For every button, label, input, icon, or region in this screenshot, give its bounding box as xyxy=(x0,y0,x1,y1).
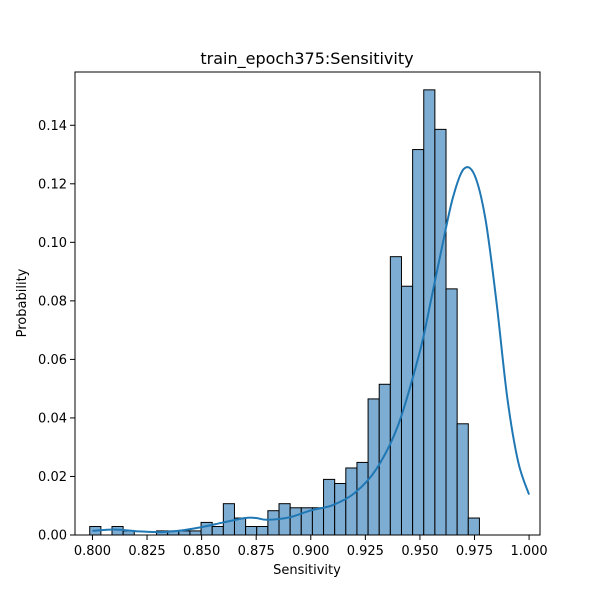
x-tick-label: 0.950 xyxy=(401,544,438,559)
histogram-bar xyxy=(256,526,269,536)
histogram-bar xyxy=(345,467,358,536)
y-tick-label: 0.10 xyxy=(38,236,67,251)
histogram-bar xyxy=(389,256,402,536)
y-axis-label: Probability xyxy=(15,268,30,337)
kde-line xyxy=(92,166,531,534)
x-tick-label: 0.850 xyxy=(183,544,220,559)
histogram-bar xyxy=(334,482,347,536)
x-tick-label: 0.825 xyxy=(128,544,165,559)
histogram-bar xyxy=(445,288,458,536)
y-tick-label: 0.14 xyxy=(38,119,67,134)
y-tick-label: 0.02 xyxy=(38,470,67,485)
y-tick-label: 0.06 xyxy=(38,353,67,368)
x-tick-label: 0.875 xyxy=(238,544,275,559)
x-tick-label: 0.975 xyxy=(456,544,493,559)
histogram-bar xyxy=(289,507,302,536)
histogram-bar xyxy=(311,507,325,536)
x-axis-ticks: 0.800 0.825 0.850 0.875 0.900 0.925 0.950 0.975… xyxy=(74,535,548,559)
histogram-bar xyxy=(245,526,258,536)
x-tick-label: 0.925 xyxy=(347,544,384,559)
histogram-bar xyxy=(434,128,447,536)
histogram-bars xyxy=(89,89,480,536)
y-tick-label: 0.12 xyxy=(38,177,67,192)
histogram-bar xyxy=(267,510,280,536)
histogram-bar xyxy=(378,383,391,536)
kde-curve-layer xyxy=(92,166,531,534)
histogram-bar xyxy=(211,526,224,536)
y-axis-ticks: 0.00 0.02 0.04 0.06 0.08 0.10 0.12 0.14 xyxy=(38,119,75,544)
histogram-bar xyxy=(467,517,480,536)
chart-title: train_epoch375:Sensitivity xyxy=(200,49,413,69)
y-tick-label: 0.04 xyxy=(38,411,67,426)
x-tick-label: 1.000 xyxy=(510,544,547,559)
x-tick-label: 0.900 xyxy=(292,544,329,559)
histogram-bar xyxy=(222,503,235,536)
histogram-bar xyxy=(456,423,469,536)
y-tick-label: 0.00 xyxy=(38,529,67,544)
x-tick-label: 0.800 xyxy=(74,544,111,559)
x-axis-label: Sensitivity xyxy=(273,563,341,578)
histogram-bar xyxy=(356,461,369,536)
histogram-bar xyxy=(189,530,202,536)
plot-area-frame xyxy=(74,71,541,536)
y-tick-label: 0.08 xyxy=(38,294,67,309)
